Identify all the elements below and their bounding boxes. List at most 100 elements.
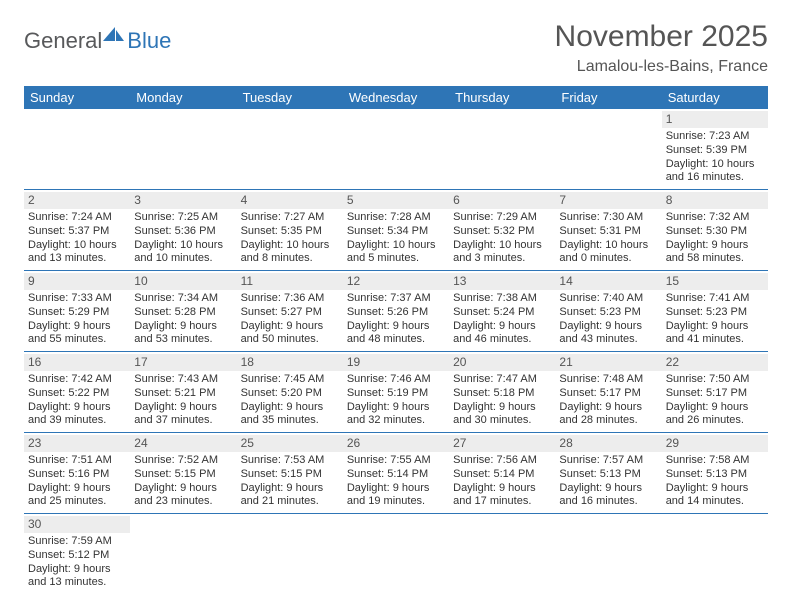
calendar-empty-cell xyxy=(237,514,343,595)
calendar-day-cell: 30Sunrise: 7:59 AMSunset: 5:12 PMDayligh… xyxy=(24,514,130,595)
calendar-day-cell: 1Sunrise: 7:23 AMSunset: 5:39 PMDaylight… xyxy=(662,109,768,190)
sunset-line: Sunset: 5:35 PM xyxy=(241,225,339,239)
day-number: 16 xyxy=(24,354,130,371)
sunrise-line: Sunrise: 7:32 AM xyxy=(666,211,764,225)
calendar-empty-cell xyxy=(237,109,343,190)
calendar-day-cell: 7Sunrise: 7:30 AMSunset: 5:31 PMDaylight… xyxy=(555,190,661,271)
day-number: 20 xyxy=(449,354,555,371)
sunrise-line: Sunrise: 7:41 AM xyxy=(666,292,764,306)
sunset-line: Sunset: 5:15 PM xyxy=(134,468,232,482)
weekday-header: Tuesday xyxy=(237,86,343,109)
day-number: 22 xyxy=(662,354,768,371)
day-number: 12 xyxy=(343,273,449,290)
daylight-line: Daylight: 9 hours and 39 minutes. xyxy=(28,401,126,429)
weekday-header: Monday xyxy=(130,86,236,109)
sunrise-line: Sunrise: 7:58 AM xyxy=(666,454,764,468)
day-number: 24 xyxy=(130,435,236,452)
location: Lamalou-les-Bains, France xyxy=(555,58,768,76)
calendar-empty-cell xyxy=(130,109,236,190)
calendar-day-cell: 19Sunrise: 7:46 AMSunset: 5:19 PMDayligh… xyxy=(343,352,449,433)
day-number: 9 xyxy=(24,273,130,290)
calendar-day-cell: 29Sunrise: 7:58 AMSunset: 5:13 PMDayligh… xyxy=(662,433,768,514)
sunrise-line: Sunrise: 7:38 AM xyxy=(453,292,551,306)
logo-sail-icon xyxy=(103,26,125,49)
daylight-line: Daylight: 9 hours and 16 minutes. xyxy=(559,482,657,510)
day-number: 11 xyxy=(237,273,343,290)
daylight-line: Daylight: 9 hours and 19 minutes. xyxy=(347,482,445,510)
daylight-line: Daylight: 10 hours and 16 minutes. xyxy=(666,158,764,186)
daylight-line: Daylight: 9 hours and 13 minutes. xyxy=(28,563,126,591)
day-number: 15 xyxy=(662,273,768,290)
sunrise-line: Sunrise: 7:55 AM xyxy=(347,454,445,468)
day-number: 1 xyxy=(662,111,768,128)
calendar-day-cell: 22Sunrise: 7:50 AMSunset: 5:17 PMDayligh… xyxy=(662,352,768,433)
sunset-line: Sunset: 5:17 PM xyxy=(666,387,764,401)
day-number: 17 xyxy=(130,354,236,371)
calendar-day-cell: 21Sunrise: 7:48 AMSunset: 5:17 PMDayligh… xyxy=(555,352,661,433)
day-number: 5 xyxy=(343,192,449,209)
daylight-line: Daylight: 10 hours and 0 minutes. xyxy=(559,239,657,267)
calendar-day-cell: 12Sunrise: 7:37 AMSunset: 5:26 PMDayligh… xyxy=(343,271,449,352)
sunrise-line: Sunrise: 7:53 AM xyxy=(241,454,339,468)
sunset-line: Sunset: 5:36 PM xyxy=(134,225,232,239)
sunset-line: Sunset: 5:23 PM xyxy=(559,306,657,320)
day-number: 27 xyxy=(449,435,555,452)
sunset-line: Sunset: 5:15 PM xyxy=(241,468,339,482)
sunrise-line: Sunrise: 7:56 AM xyxy=(453,454,551,468)
calendar-row: 1Sunrise: 7:23 AMSunset: 5:39 PMDaylight… xyxy=(24,109,768,190)
calendar-day-cell: 5Sunrise: 7:28 AMSunset: 5:34 PMDaylight… xyxy=(343,190,449,271)
calendar-day-cell: 9Sunrise: 7:33 AMSunset: 5:29 PMDaylight… xyxy=(24,271,130,352)
sunset-line: Sunset: 5:30 PM xyxy=(666,225,764,239)
month-title: November 2025 xyxy=(555,20,768,54)
calendar-empty-cell xyxy=(24,109,130,190)
daylight-line: Daylight: 9 hours and 55 minutes. xyxy=(28,320,126,348)
logo-text-blue: Blue xyxy=(127,28,171,54)
daylight-line: Daylight: 10 hours and 10 minutes. xyxy=(134,239,232,267)
daylight-line: Daylight: 9 hours and 37 minutes. xyxy=(134,401,232,429)
calendar-day-cell: 23Sunrise: 7:51 AMSunset: 5:16 PMDayligh… xyxy=(24,433,130,514)
daylight-line: Daylight: 9 hours and 46 minutes. xyxy=(453,320,551,348)
day-number: 6 xyxy=(449,192,555,209)
calendar-day-cell: 14 Sunrise: 7:40 AMSunset: 5:23 PMDayligh… xyxy=(555,271,661,352)
sunset-line: Sunset: 5:18 PM xyxy=(453,387,551,401)
day-number: 3 xyxy=(130,192,236,209)
day-number: 13 xyxy=(449,273,555,290)
daylight-line: Daylight: 10 hours and 13 minutes. xyxy=(28,239,126,267)
sunrise-line: Sunrise: 7:57 AM xyxy=(559,454,657,468)
sunset-line: Sunset: 5:39 PM xyxy=(666,144,764,158)
calendar-day-cell: 13Sunrise: 7:38 AMSunset: 5:24 PMDayligh… xyxy=(449,271,555,352)
day-number: 23 xyxy=(24,435,130,452)
calendar-empty-cell xyxy=(130,514,236,595)
calendar-day-cell: 18Sunrise: 7:45 AMSunset: 5:20 PMDayligh… xyxy=(237,352,343,433)
daylight-line: Daylight: 9 hours and 43 minutes. xyxy=(559,320,657,348)
sunset-line: Sunset: 5:21 PM xyxy=(134,387,232,401)
daylight-line: Daylight: 9 hours and 28 minutes. xyxy=(559,401,657,429)
calendar-row: 2Sunrise: 7:24 AMSunset: 5:37 PMDaylight… xyxy=(24,190,768,271)
sunset-line: Sunset: 5:14 PM xyxy=(453,468,551,482)
calendar-day-cell: 8Sunrise: 7:32 AMSunset: 5:30 PMDaylight… xyxy=(662,190,768,271)
day-number: 14 xyxy=(555,273,661,290)
calendar-empty-cell xyxy=(449,109,555,190)
day-number: 2 xyxy=(24,192,130,209)
calendar-day-cell: 24Sunrise: 7:52 AMSunset: 5:15 PMDayligh… xyxy=(130,433,236,514)
day-number: 19 xyxy=(343,354,449,371)
sunrise-line: Sunrise: 7:25 AM xyxy=(134,211,232,225)
sunset-line: Sunset: 5:20 PM xyxy=(241,387,339,401)
sunset-line: Sunset: 5:29 PM xyxy=(28,306,126,320)
sunrise-line: Sunrise: 7:40 AM xyxy=(559,292,657,306)
daylight-line: Daylight: 10 hours and 3 minutes. xyxy=(453,239,551,267)
sunrise-line: Sunrise: 7:30 AM xyxy=(559,211,657,225)
sunset-line: Sunset: 5:26 PM xyxy=(347,306,445,320)
sunrise-line: Sunrise: 7:28 AM xyxy=(347,211,445,225)
calendar-empty-cell xyxy=(555,514,661,595)
calendar-day-cell: 3 Sunrise: 7:25 AMSunset: 5:36 PMDaylight… xyxy=(130,190,236,271)
day-number: 4 xyxy=(237,192,343,209)
sunrise-line: Sunrise: 7:52 AM xyxy=(134,454,232,468)
daylight-line: Daylight: 9 hours and 21 minutes. xyxy=(241,482,339,510)
weekday-header: Sunday xyxy=(24,86,130,109)
calendar-empty-cell xyxy=(555,109,661,190)
daylight-line: Daylight: 9 hours and 25 minutes. xyxy=(28,482,126,510)
sunrise-line: Sunrise: 7:48 AM xyxy=(559,373,657,387)
calendar-row: 23Sunrise: 7:51 AMSunset: 5:16 PMDayligh… xyxy=(24,433,768,514)
sunrise-line: Sunrise: 7:43 AM xyxy=(134,373,232,387)
